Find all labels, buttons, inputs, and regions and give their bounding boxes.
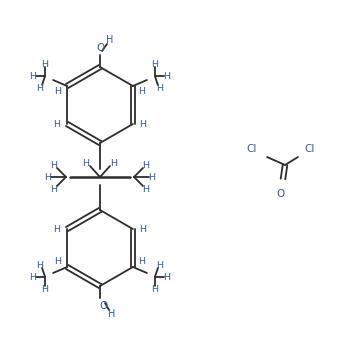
Text: H: H xyxy=(139,86,146,95)
Text: H: H xyxy=(139,225,147,234)
Text: Cl: Cl xyxy=(305,144,315,154)
Text: H: H xyxy=(54,120,61,129)
Text: Cl: Cl xyxy=(247,144,257,154)
Text: H: H xyxy=(156,261,163,270)
Text: H: H xyxy=(51,161,58,170)
Text: H: H xyxy=(142,185,149,194)
Text: H: H xyxy=(54,86,61,95)
Text: H: H xyxy=(37,84,44,93)
Text: H: H xyxy=(45,172,52,181)
Text: H: H xyxy=(142,161,149,170)
Text: H: H xyxy=(37,261,44,270)
Text: H: H xyxy=(139,257,146,266)
Text: O: O xyxy=(96,43,104,53)
Text: H: H xyxy=(108,309,116,319)
Text: H: H xyxy=(151,59,158,68)
Text: H: H xyxy=(106,35,114,45)
Text: H: H xyxy=(54,257,61,266)
Text: O: O xyxy=(277,189,285,199)
Text: H: H xyxy=(51,185,58,194)
Text: H: H xyxy=(54,225,61,234)
Text: H: H xyxy=(42,284,49,293)
Text: O: O xyxy=(99,301,107,311)
Text: H: H xyxy=(149,172,156,181)
Text: H: H xyxy=(82,158,89,167)
Text: H: H xyxy=(156,84,163,93)
Text: H: H xyxy=(30,72,37,81)
Text: H: H xyxy=(163,72,170,81)
Text: H: H xyxy=(151,284,158,293)
Text: H: H xyxy=(30,273,37,282)
Text: H: H xyxy=(139,120,147,129)
Text: H: H xyxy=(163,273,170,282)
Text: H: H xyxy=(42,59,49,68)
Text: H: H xyxy=(111,158,118,167)
